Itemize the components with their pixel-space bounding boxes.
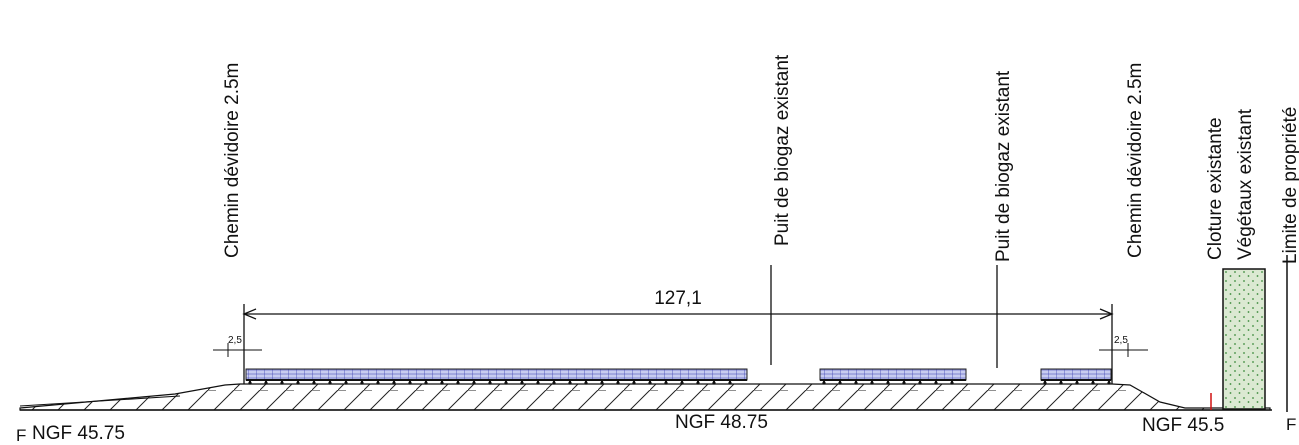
label-limite: Limite de propriété — [1280, 107, 1299, 264]
panel-support-foot — [632, 381, 636, 385]
label-puit-1: Puit de biogaz existant — [772, 54, 793, 246]
panel-support-foot — [456, 381, 460, 385]
label-vegetaux: Végétaux existant — [1235, 108, 1256, 260]
panel-support-foot — [568, 381, 572, 385]
panel-support-foot — [822, 381, 826, 385]
label-puit-2: Puit de biogaz existant — [993, 70, 1014, 262]
panel-support-foot — [712, 381, 716, 385]
panel-support-foot — [600, 381, 604, 385]
offset-right-label: 2,5 — [1114, 335, 1128, 346]
label-chemin-left: Chemin dévidoire 2.5m — [222, 63, 243, 258]
level-right: NGF 45.5 — [1142, 415, 1224, 436]
panel-support-foot — [584, 381, 588, 385]
panel-support-foot — [1059, 381, 1063, 385]
panel-support-foot — [376, 381, 380, 385]
panel-support-foot — [344, 381, 348, 385]
ground-section — [19, 383, 1271, 411]
panel-row-3 — [1040, 368, 1112, 381]
panel-support-foot — [328, 381, 332, 385]
panel-support-foot — [680, 381, 684, 385]
label-chemin-right: Chemin dévidoire 2.5m — [1125, 63, 1146, 258]
panel-support-foot — [296, 381, 300, 385]
panel-support-foot — [488, 381, 492, 385]
level-left: NGF 45.75 — [32, 423, 125, 444]
offset-dimension-right: 2,5 — [1099, 335, 1148, 357]
panel-support-foot — [312, 381, 316, 385]
offset-left-label: 2,5 — [228, 335, 242, 346]
panel-support-foot — [392, 381, 396, 385]
panel-support-foot — [264, 381, 268, 385]
panel-support-foot — [1107, 381, 1111, 385]
panel-support-foot — [696, 381, 700, 385]
panel-support-foot — [280, 381, 284, 385]
panel-support-foot — [424, 381, 428, 385]
panel-support-foot — [552, 381, 556, 385]
panel-support-foot — [1043, 381, 1047, 385]
panel-support-foot — [918, 381, 922, 385]
panel-support-foot — [472, 381, 476, 385]
panel-support-foot — [934, 381, 938, 385]
panel-support-foot — [886, 381, 890, 385]
edge-mark-right: F — [1286, 415, 1296, 434]
panel-support-foot — [360, 381, 364, 385]
panel-support-foot — [728, 381, 732, 385]
edge-mark-left: F — [16, 426, 26, 445]
level-center: NGF 48.75 — [675, 412, 768, 433]
panel-support-foot — [520, 381, 524, 385]
span-dimension: 127,1 — [242, 288, 1114, 384]
panel-row-1 — [245, 368, 748, 381]
panel-supports — [248, 380, 1111, 385]
offset-dimension-left: 2,5 — [213, 335, 262, 357]
panel-support-foot — [440, 381, 444, 385]
panel-support-foot — [870, 381, 874, 385]
panel-row-2 — [819, 368, 967, 381]
panel-support-foot — [616, 381, 620, 385]
panel-support-foot — [1091, 381, 1095, 385]
panel-support-foot — [536, 381, 540, 385]
panel-support-foot — [950, 381, 954, 385]
panel-support-foot — [504, 381, 508, 385]
panel-support-foot — [664, 381, 668, 385]
label-cloture: Cloture existante — [1205, 117, 1226, 260]
panel-support-foot — [854, 381, 858, 385]
span-dimension-label: 127,1 — [654, 288, 702, 309]
panel-support-foot — [408, 381, 412, 385]
panel-support-foot — [902, 381, 906, 385]
panel-support-foot — [1075, 381, 1079, 385]
panel-support-foot — [648, 381, 652, 385]
panel-support-foot — [248, 381, 252, 385]
vegetation-block — [1222, 268, 1266, 410]
ground-left-ramp — [19, 395, 181, 407]
panel-support-foot — [838, 381, 842, 385]
